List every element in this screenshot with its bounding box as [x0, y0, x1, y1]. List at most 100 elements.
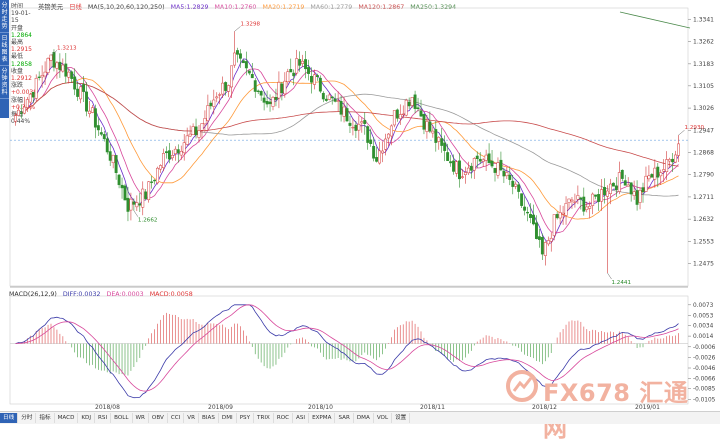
- candle-body: [43, 71, 47, 77]
- candlestick-chart[interactable]: 1.3213 1.3298 1.2662 1.2441 1.2930 1.3341 1.3…: [0, 0, 720, 411]
- candle-body: [132, 201, 136, 205]
- candle-body: [111, 154, 115, 164]
- candle-body: [200, 123, 204, 131]
- toolbar-button[interactable]: CCI: [168, 413, 185, 423]
- candle-body: [514, 183, 518, 187]
- candle-body: [49, 54, 53, 61]
- sidebar-tab-daily[interactable]: 日线图表: [0, 33, 9, 66]
- sidebar-tab-minute[interactable]: 分钟资料: [0, 66, 9, 99]
- candle-body: [549, 237, 553, 242]
- candle-body: [508, 174, 512, 180]
- candle-body: [511, 180, 515, 187]
- candle-body: [233, 52, 236, 66]
- toolbar-button[interactable]: BIAS: [199, 413, 219, 423]
- toolbar-button[interactable]: 日线: [0, 413, 19, 423]
- toolbar-button[interactable]: OBV: [149, 413, 168, 423]
- price-tick-label: 1.3183: [693, 61, 714, 68]
- candle-body: [247, 70, 251, 74]
- price-tick-label: 1.2711: [693, 194, 714, 201]
- toolbar-button[interactable]: KDJ: [78, 413, 96, 423]
- candle-body: [85, 91, 88, 112]
- toolbar-button[interactable]: ASI: [293, 413, 310, 423]
- price-tick-label: 1.3105: [693, 83, 714, 90]
- toolbar-button[interactable]: VR: [184, 413, 200, 423]
- candle-body: [227, 85, 231, 92]
- candle-body: [617, 172, 621, 192]
- toolbar-button[interactable]: VOL: [374, 413, 393, 423]
- toolbar-button[interactable]: DMI: [219, 413, 237, 423]
- toolbar-button[interactable]: MACD: [55, 413, 79, 423]
- candle-body: [458, 160, 461, 180]
- toolbar-button[interactable]: DMA: [354, 413, 374, 423]
- candle-body: [179, 151, 183, 156]
- candle-body: [463, 172, 467, 176]
- candle-body: [431, 130, 435, 134]
- candle-body: [392, 110, 396, 126]
- candle-body: [410, 97, 414, 106]
- candle-body: [606, 190, 609, 197]
- candle-body: [650, 174, 654, 178]
- macd-diff-line: [15, 304, 679, 399]
- candle-body: [475, 155, 479, 159]
- ma60-value: MA60:1.2779: [310, 4, 353, 11]
- macd-tick-label: 0.0073: [693, 303, 714, 309]
- toolbar-button[interactable]: RSI: [95, 413, 112, 423]
- candle-body: [659, 172, 663, 177]
- toolbar-button[interactable]: 指标: [36, 413, 55, 423]
- candle-body: [573, 201, 577, 203]
- candle-body: [301, 60, 305, 64]
- candle-body: [330, 96, 334, 99]
- candle-body: [537, 236, 541, 240]
- candle-body: [271, 97, 275, 107]
- candle-body: [61, 64, 65, 72]
- candle-body: [274, 97, 278, 100]
- candle-body: [22, 106, 26, 114]
- toolbar-button[interactable]: BOLL: [111, 413, 133, 423]
- toolbar-button[interactable]: 分时: [18, 413, 37, 423]
- candle-body: [105, 138, 109, 153]
- candle-body: [460, 176, 464, 178]
- candle-body: [212, 99, 216, 107]
- candle-body: [31, 91, 35, 98]
- candle-body: [307, 67, 310, 74]
- toolbar-button[interactable]: WR: [133, 413, 149, 423]
- candle-body: [238, 53, 242, 59]
- toolbar-button[interactable]: TRIX: [254, 413, 274, 423]
- candle-body: [120, 184, 124, 189]
- candle-body: [532, 214, 535, 225]
- candle-body: [241, 60, 245, 64]
- price-tick-label: 1.2868: [693, 150, 714, 157]
- candle-body: [363, 120, 367, 124]
- candle-body: [608, 183, 612, 194]
- date-label: 2019/01: [635, 404, 660, 411]
- price-plot-frame: [9, 7, 689, 287]
- candle-body: [620, 169, 624, 179]
- macd-title: MACD(26,12,9): [9, 291, 57, 298]
- candle-body: [170, 155, 174, 159]
- sidebar-tab-timeshare[interactable]: 分时走势: [0, 0, 9, 33]
- candle-body: [197, 130, 201, 138]
- annot-low-2: 1.2441: [611, 280, 631, 286]
- candle-body: [321, 92, 325, 100]
- price-tick-label: 1.2790: [693, 172, 714, 179]
- candle-body: [446, 152, 450, 161]
- candle-body: [372, 145, 376, 159]
- candle-body: [79, 86, 83, 100]
- candle-body: [141, 188, 145, 208]
- macd-tick-label: 0.0014: [693, 334, 714, 340]
- candle-body: [395, 109, 399, 119]
- macd-diff: DIFF:0.0032: [62, 291, 101, 298]
- candle-body: [82, 84, 86, 92]
- candle-body: [360, 121, 364, 124]
- candle-body: [315, 75, 319, 78]
- ma-params: MA(5,10,20,60,120,250): [87, 4, 165, 11]
- candle-body: [286, 71, 290, 83]
- toolbar-button[interactable]: SAR: [335, 413, 354, 423]
- toolbar-button[interactable]: 设置: [392, 413, 411, 423]
- candle-body: [425, 121, 429, 132]
- toolbar-button[interactable]: PSY: [237, 413, 255, 423]
- toolbar-button[interactable]: EXPMA: [309, 413, 336, 423]
- info-time-value: 19-01-15: [11, 10, 31, 25]
- candle-body: [614, 185, 618, 191]
- toolbar-button[interactable]: ROC: [274, 413, 294, 423]
